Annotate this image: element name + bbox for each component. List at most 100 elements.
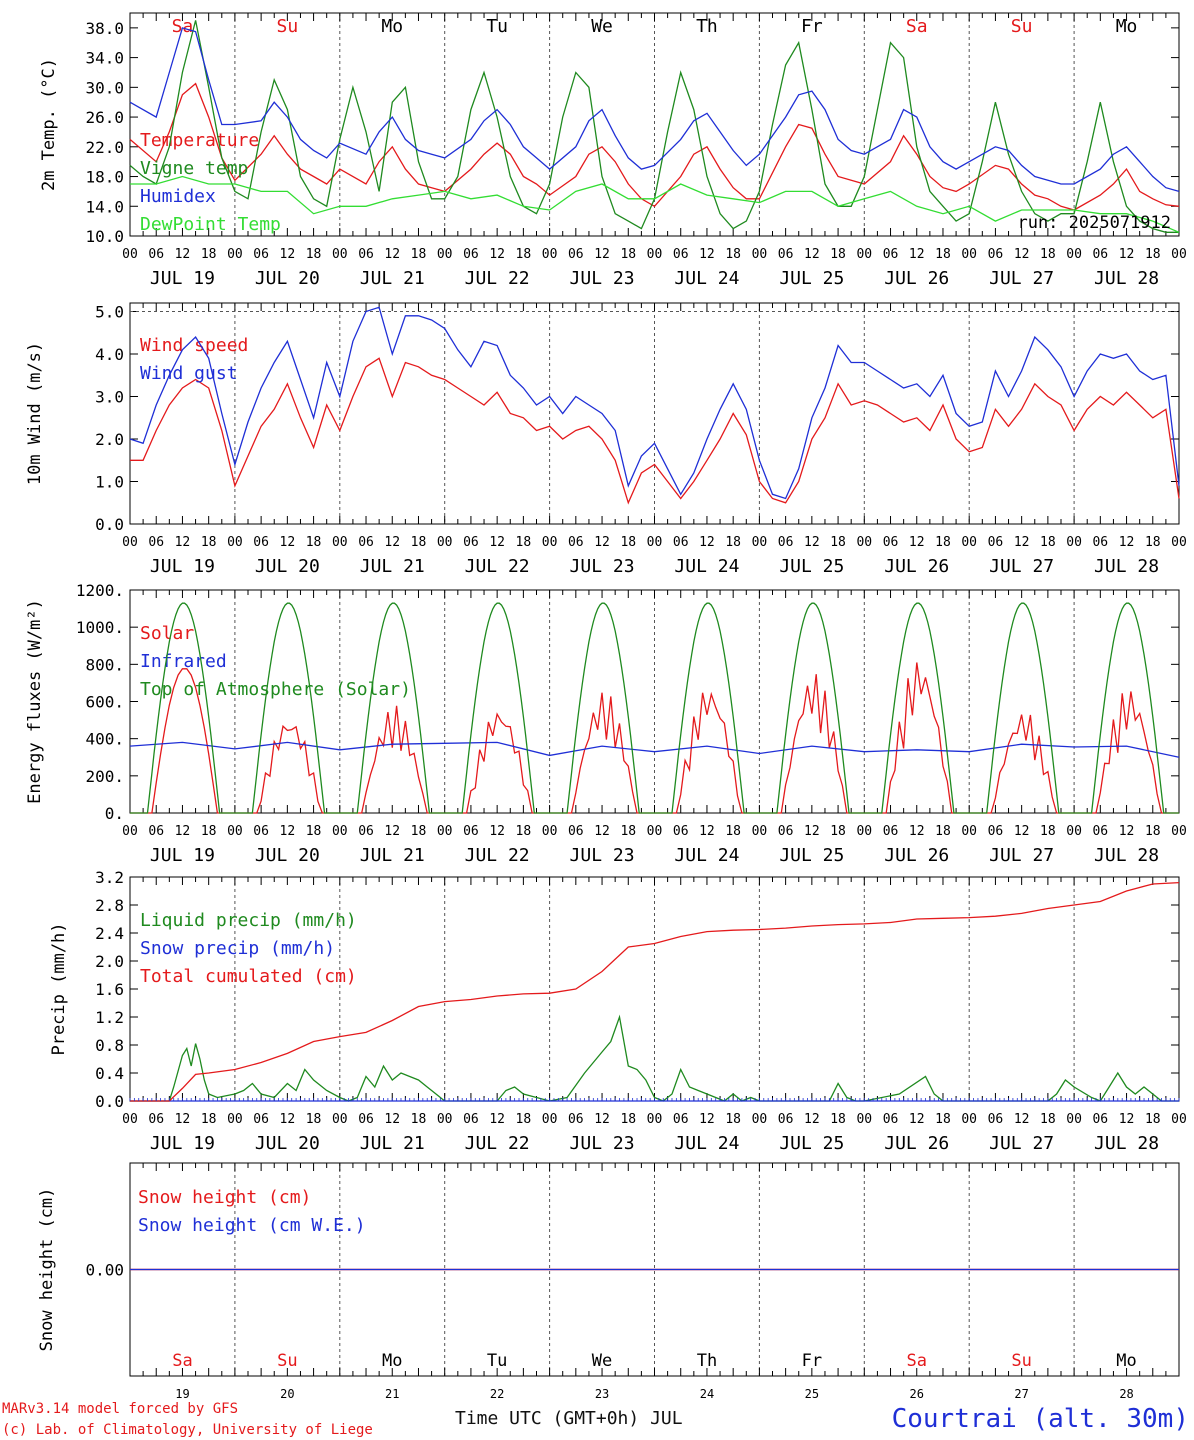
y-tick-label: 34.0: [85, 49, 124, 68]
y-tick-label: 26.0: [85, 108, 124, 127]
legend-entry: Wind speed: [140, 335, 248, 356]
date-label: JUL 21: [360, 556, 425, 577]
date-label: JUL 27: [989, 1133, 1054, 1154]
series-line-red: [129, 82, 1180, 211]
legend-entry: Snow height (cm W.E.): [138, 1215, 366, 1236]
hour-label: 06: [1092, 1112, 1108, 1127]
hour-label: 06: [358, 824, 374, 839]
hour-label: 12: [280, 535, 296, 550]
date-label: JUL 23: [570, 845, 635, 866]
y-tick-label: 2.4: [95, 924, 124, 943]
hour-label: 12: [909, 247, 925, 262]
hour-label: 18: [516, 247, 532, 262]
hour-label: 00: [332, 247, 348, 262]
date-label: JUL 28: [1094, 556, 1159, 577]
hour-label: 06: [253, 535, 269, 550]
y-tick-label: 0.0: [95, 1092, 124, 1111]
hour-label: 00: [961, 535, 977, 550]
hour-label: 06: [778, 824, 794, 839]
hour-label: 18: [620, 535, 636, 550]
y-tick-label: 0.8: [95, 1036, 124, 1055]
day-name: Fr: [801, 16, 823, 37]
hour-label: 00: [227, 247, 243, 262]
hour-label: 18: [1040, 535, 1056, 550]
day-name: Sa: [172, 16, 194, 37]
date-label: JUL 28: [1094, 845, 1159, 866]
hour-label: 00: [1066, 535, 1082, 550]
panel-1: 10.0 14.0 18.0 22.0 26.0 30.0 34.0 38.0 2m Temp.…: [39, 12, 1187, 289]
hour-label: 12: [384, 824, 400, 839]
hour-label: 18: [411, 1112, 427, 1127]
hour-label: 12: [909, 1112, 925, 1127]
lab-credit: (c) Lab. of Climatology, University of L…: [2, 1422, 373, 1438]
hour-label: 00: [961, 247, 977, 262]
hour-label: 06: [1092, 247, 1108, 262]
y-tick-label: 400.: [85, 730, 124, 749]
day-name: Fr: [802, 1351, 822, 1371]
hour-label: 12: [804, 247, 820, 262]
hour-label: 06: [778, 1112, 794, 1127]
hour-label: 12: [594, 824, 610, 839]
legend-entry: Snow height (cm): [138, 1187, 311, 1208]
date-label: JUL 24: [674, 268, 739, 289]
hour-label: 18: [1040, 1112, 1056, 1127]
hour-label: 00: [227, 1112, 243, 1127]
date-label: JUL 19: [150, 845, 215, 866]
hour-label: 00: [752, 247, 768, 262]
day-name: Sa: [906, 16, 928, 37]
y-tick-label: 2.8: [95, 896, 124, 915]
hour-label: 06: [988, 535, 1004, 550]
hour-label: 12: [594, 535, 610, 550]
y-axis-label: Snow height (cm): [37, 1188, 57, 1352]
hour-label: 00: [856, 824, 872, 839]
hour-label: 06: [883, 1112, 899, 1127]
hour-label: 18: [411, 824, 427, 839]
hour-label: 00: [647, 1112, 663, 1127]
hour-label: 18: [830, 247, 846, 262]
day-number: 27: [1014, 1387, 1028, 1401]
y-tick-label: 4.0: [95, 345, 124, 364]
hour-label: 12: [280, 824, 296, 839]
y-tick-label: 2.0: [95, 430, 124, 449]
date-label: JUL 27: [989, 268, 1054, 289]
hour-label: 12: [175, 1112, 191, 1127]
hour-label: 06: [883, 535, 899, 550]
hour-label: 18: [201, 824, 217, 839]
y-tick-label: 3.0: [95, 388, 124, 407]
hour-label: 18: [306, 535, 322, 550]
day-name: Tu: [486, 16, 508, 37]
hour-label: 18: [1145, 824, 1161, 839]
hour-label: 06: [673, 1112, 689, 1127]
day-name: Su: [1011, 1351, 1031, 1371]
hour-label: 06: [568, 1112, 584, 1127]
hour-label: 00: [542, 535, 558, 550]
hour-label: 12: [175, 247, 191, 262]
hour-label: 00: [1066, 1112, 1082, 1127]
date-label: JUL 27: [989, 556, 1054, 577]
hour-label: 18: [516, 1112, 532, 1127]
day-name: Mo: [381, 16, 403, 37]
date-label: JUL 21: [360, 268, 425, 289]
hour-label: 00: [1171, 1112, 1187, 1127]
hour-label: 18: [725, 1112, 741, 1127]
hour-label: 06: [463, 247, 479, 262]
hour-label: 12: [489, 1112, 505, 1127]
hour-label: 00: [122, 535, 138, 550]
panel-4: 0.0 0.4 0.8 1.2 1.6 2.0 2.4 2.8 3.2 Precip (mm/h)…: [49, 868, 1187, 1154]
hour-label: 00: [856, 535, 872, 550]
hour-label: 12: [1119, 824, 1135, 839]
hour-label: 06: [673, 247, 689, 262]
date-label: JUL 28: [1094, 268, 1159, 289]
series-line-lightgreen: [130, 175, 1180, 233]
legend-entry: Snow precip (mm/h): [140, 938, 335, 959]
hour-label: 18: [935, 535, 951, 550]
y-tick-label: 30.0: [85, 78, 124, 97]
day-number: 28: [1119, 1387, 1133, 1401]
day-name: We: [591, 16, 613, 37]
hour-label: 12: [909, 535, 925, 550]
footer: Time UTC (GMT+0h) JUL MARv3.14 model for…: [2, 1401, 1189, 1438]
hour-label: 18: [516, 824, 532, 839]
date-label: JUL 26: [884, 1133, 949, 1154]
day-number: 20: [280, 1387, 294, 1401]
